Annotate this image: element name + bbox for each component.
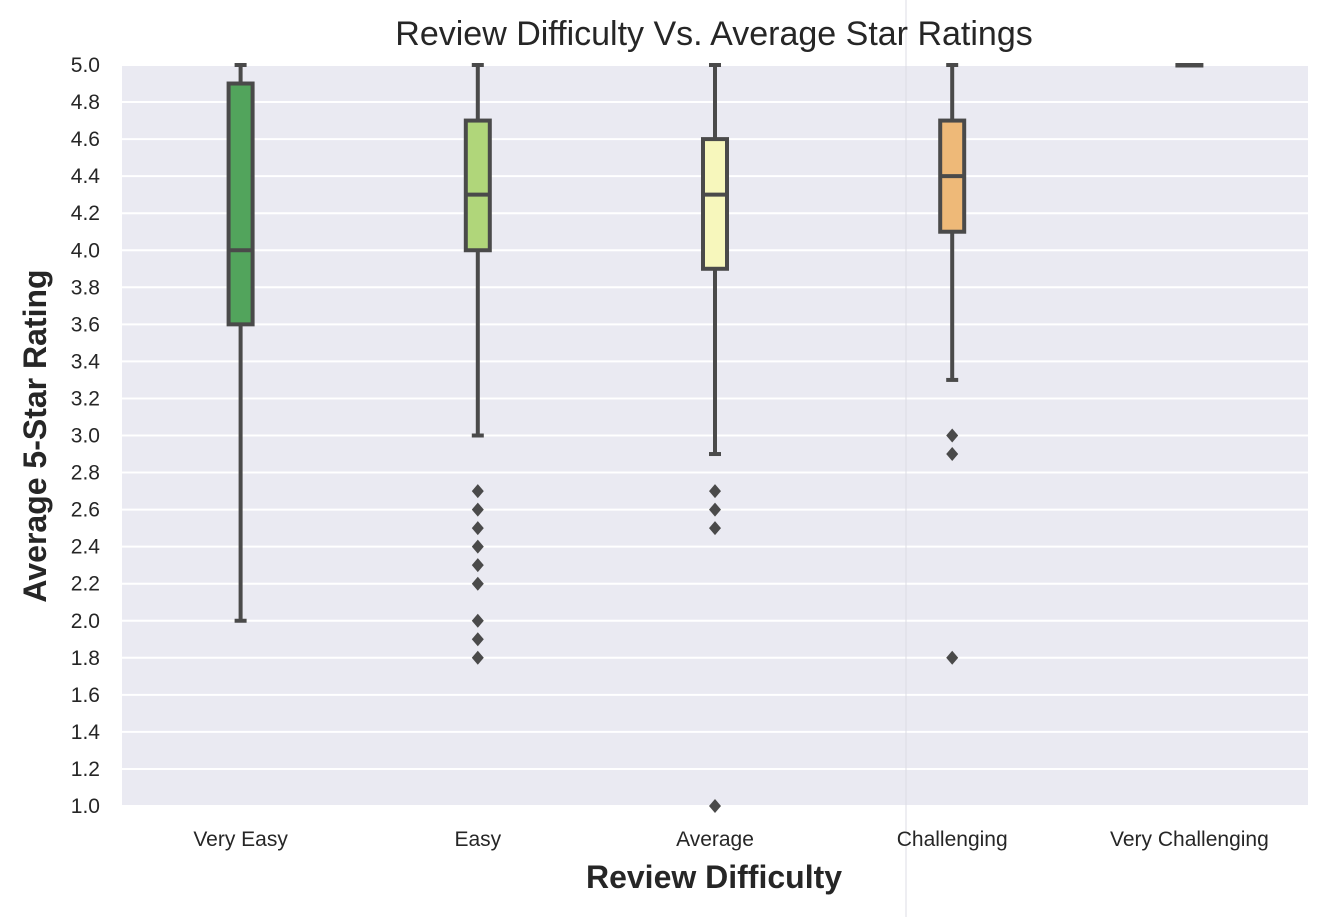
iqr-box [463,118,492,253]
y-tick-label: 4.2 [71,202,100,225]
y-tick-label: 3.0 [71,425,100,448]
y-tick-label: 4.8 [71,91,100,114]
x-tick-label: Average [676,828,754,851]
outlier-point [471,484,484,499]
outlier-point [471,502,484,517]
y-tick-label: 3.2 [71,387,100,410]
outlier-point [946,650,959,665]
y-tick-label: 2.2 [71,573,100,596]
outlier-point [471,650,484,665]
y-tick-label: 1.2 [71,758,100,781]
x-axis-label: Review Difficulty [586,859,842,895]
outlier-point [471,521,484,536]
y-tick-label: 1.6 [71,684,100,707]
y-tick-label: 1.8 [71,647,100,670]
outlier-point [709,502,721,517]
box-group [463,63,492,665]
outlier-point [709,484,721,499]
outlier-point [709,799,721,813]
y-tick-label: 3.8 [71,276,100,299]
x-tick-label: Challenging [897,828,1008,851]
outlier-point [471,539,484,554]
x-tick-label: Very Challenging [1110,828,1269,851]
y-tick-label: 2.4 [71,536,101,559]
x-tick-labels: Very Easy Easy Average Challenging Very Chal… [193,828,1268,851]
outlier-point [709,521,721,536]
y-tick-label: 1.4 [71,721,101,744]
box-group [938,63,967,665]
box-group [1175,63,1204,68]
outlier-point [946,428,959,443]
y-tick-labels: 1.0 1.2 1.4 1.6 1.8 2.0 2.2 2.4 2.6 2.8 3.0 3.2 3.4 3… [71,54,101,818]
y-tick-label: 4.4 [71,165,101,188]
y-axis-label: Average 5-Star Rating [17,269,53,602]
boxes [226,63,1204,813]
iqr-box [226,81,255,327]
y-tick-label: 2.0 [71,610,100,633]
outlier-point [946,447,959,462]
outlier-point [471,632,484,647]
iqr-box [701,137,729,271]
outlier-point [471,576,484,591]
y-tick-label: 2.8 [71,462,100,485]
y-tick-label: 4.0 [71,239,100,262]
y-tick-label: 5.0 [71,54,100,77]
y-tick-label: 2.6 [71,499,100,522]
y-tick-label: 1.0 [71,795,100,818]
outlier-point [471,613,484,628]
y-tick-label: 3.6 [71,313,100,336]
x-tick-label: Very Easy [193,828,288,851]
box-group [226,63,255,623]
x-tick-label: Easy [454,828,501,851]
y-tick-label: 4.6 [71,128,100,151]
box-group [701,63,729,813]
chart-title: Review Difficulty Vs. Average Star Ratin… [395,15,1032,53]
outlier-point [471,558,484,573]
y-tick-label: 3.4 [71,350,101,373]
